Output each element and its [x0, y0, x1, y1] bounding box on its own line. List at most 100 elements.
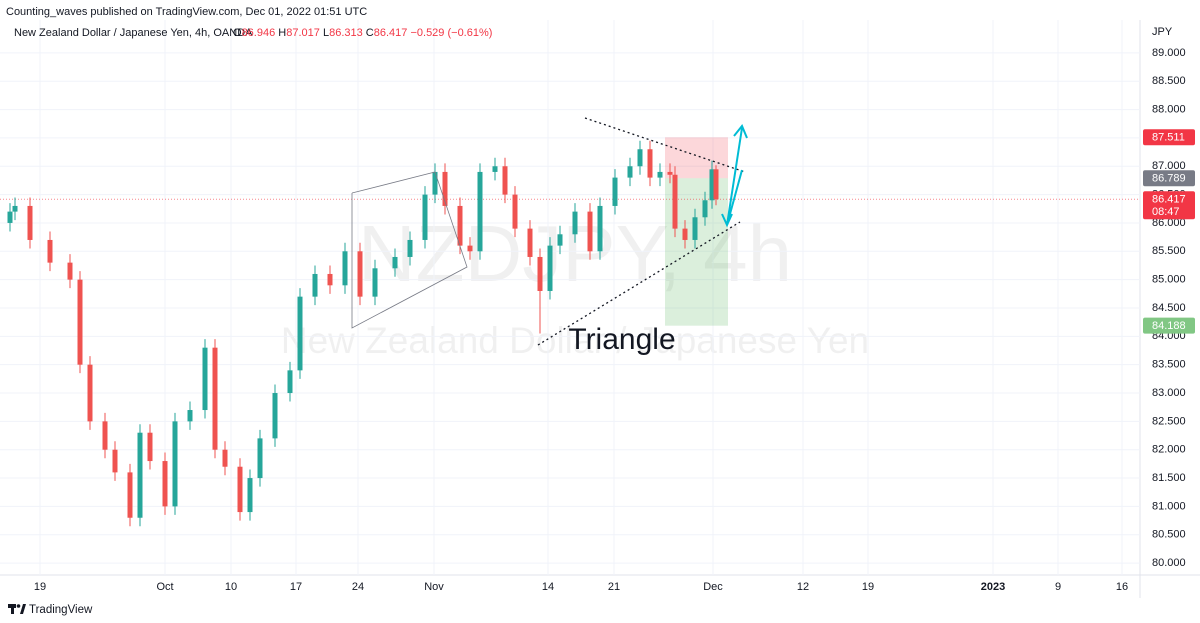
candle-body — [327, 273, 333, 286]
y-tick-label: 82.500 — [1152, 415, 1186, 427]
candle-body — [7, 211, 13, 223]
candle-body — [512, 194, 518, 229]
candle-body — [657, 171, 663, 178]
price-label: 86.417 — [1152, 194, 1186, 206]
candle-body — [547, 245, 553, 291]
price-label: 84.188 — [1152, 320, 1186, 332]
candle-body — [137, 432, 143, 518]
logo-part — [16, 604, 21, 608]
price-label: 87.511 — [1152, 132, 1185, 144]
candle-body — [372, 268, 378, 297]
logo-part — [11, 604, 14, 614]
y-tick-label: 82.000 — [1152, 444, 1186, 456]
y-tick-label: 81.500 — [1152, 472, 1186, 484]
change: −0.529 (−0.61%) — [410, 27, 492, 39]
candle-body — [422, 194, 428, 240]
candle-body — [162, 461, 168, 507]
candle-body — [102, 421, 108, 450]
candle-body — [713, 169, 719, 200]
candle-body — [572, 211, 578, 235]
price-label-box — [1143, 170, 1195, 187]
y-tick-label: 83.000 — [1152, 387, 1186, 399]
x-tick-label: 10 — [225, 581, 237, 593]
candle-body — [477, 171, 483, 252]
footer: TradingView — [8, 604, 93, 616]
x-tick-label: 19 — [34, 581, 46, 593]
candle-body — [212, 347, 218, 450]
legend: New Zealand Dollar / Japanese Yen, 4h, O… — [14, 27, 492, 39]
ohlc-value: 86.946 — [242, 27, 276, 39]
candle-body — [127, 472, 133, 518]
candle-body — [527, 228, 533, 257]
candle-body — [27, 205, 33, 240]
candle-body — [67, 262, 73, 280]
x-tick-label: 17 — [290, 581, 302, 593]
candle-body — [172, 421, 178, 507]
candle-body — [672, 174, 678, 229]
y-tick-label: 81.000 — [1152, 500, 1186, 512]
ohlc-value: 87.017 — [286, 27, 320, 39]
candle-body — [257, 438, 263, 479]
x-tick-label: 24 — [352, 581, 364, 593]
x-tick-label: Oct — [156, 581, 173, 593]
watermark-name: New Zealand Dollar / Japanese Yen — [281, 320, 869, 361]
y-tick-label: 80.500 — [1152, 529, 1186, 541]
candle-body — [287, 370, 293, 394]
y-tick-label: 89.000 — [1152, 47, 1186, 59]
candle-body — [47, 239, 53, 263]
ohlc-value: 86.313 — [329, 27, 363, 39]
candle-body — [612, 177, 618, 206]
y-tick-label: 87.000 — [1152, 160, 1186, 172]
stop-zone — [665, 137, 728, 179]
publisher-line: Counting_waves published on TradingView.… — [6, 6, 367, 18]
candle-body — [702, 200, 708, 218]
ohlc-key: C — [366, 27, 374, 39]
plot — [0, 20, 1140, 575]
arrow-head-down — [721, 213, 733, 228]
x-tick-label: 21 — [608, 581, 620, 593]
candle-body — [457, 205, 463, 246]
ohlc-key: O — [233, 27, 242, 39]
candle-body — [667, 171, 673, 175]
candle-body — [502, 166, 508, 195]
candle-body — [237, 466, 243, 513]
candle-body — [597, 205, 603, 252]
candle-body — [467, 245, 473, 252]
x-tick-label: 19 — [862, 581, 874, 593]
y-tick-label: 86.000 — [1152, 217, 1186, 229]
candle-body — [12, 205, 18, 212]
ohlc-key: H — [278, 27, 286, 39]
candle-body — [627, 166, 633, 178]
currency-label: JPY — [1152, 26, 1173, 38]
parallelogram — [351, 171, 468, 329]
y-tick-label: 85.500 — [1152, 245, 1186, 257]
x-tick-label: 14 — [542, 581, 554, 593]
ohlc-values: O86.946 H87.017 L86.313 C86.417 −0.529 (… — [233, 27, 492, 39]
candle-body — [202, 347, 208, 411]
drawings — [351, 117, 748, 346]
candle-body — [187, 410, 193, 422]
x-tick-label: 12 — [797, 581, 809, 593]
y-tick-label: 83.500 — [1152, 359, 1186, 371]
ohlc-value: 86.417 — [374, 27, 408, 39]
y-tick-label: 85.000 — [1152, 274, 1186, 286]
x-tick-label: Dec — [703, 581, 723, 593]
candle-body — [147, 432, 153, 462]
candle-body — [537, 256, 543, 291]
annotation: Triangle — [568, 323, 675, 356]
symbol-description: New Zealand Dollar / Japanese Yen, 4h, O… — [14, 27, 253, 39]
price-label-box — [1143, 191, 1195, 220]
x-tick-label: 2023 — [981, 581, 1005, 593]
candle-body — [587, 211, 593, 252]
candle-body — [692, 217, 698, 240]
candle-body — [222, 449, 228, 467]
candle-body — [647, 149, 653, 178]
x-tick-label: 9 — [1055, 581, 1061, 593]
price-label: 86.789 — [1152, 173, 1186, 185]
candle-body — [112, 449, 118, 473]
x-tick-label: 16 — [1116, 581, 1128, 593]
candle-body — [392, 256, 398, 269]
y-tick-label: 80.000 — [1152, 557, 1186, 569]
